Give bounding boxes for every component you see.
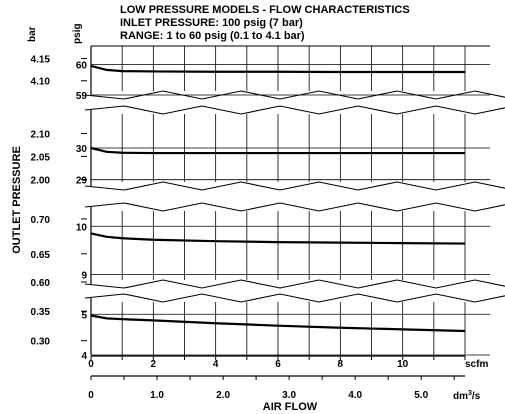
chart-panels: 60 59 4.15 4.10 30 29 2.10 2.05 2.00 10 9 0.70 0.65 0… <box>31 45 505 362</box>
chart-title: LOW PRESSURE MODELS - FLOW CHARACTERISTI… <box>120 4 410 42</box>
axis-break-top <box>84 105 505 115</box>
panel-1: 60 59 4.15 4.10 <box>31 45 505 102</box>
x-tick-label-scfm: 2 <box>151 359 157 370</box>
bar-unit-label: bar <box>27 26 38 42</box>
bar-tick-label: 2.00 <box>31 175 51 186</box>
x-tick-label-dm3s: 2.0 <box>216 390 230 401</box>
panel-3: 10 9 0.70 0.65 0.60 <box>31 202 505 289</box>
pressure-curve-1 <box>90 64 465 74</box>
x-unit-scfm: scfm <box>465 359 488 370</box>
x-axis-title: AIR FLOW <box>263 401 318 413</box>
psig-unit-label: psig <box>72 23 83 44</box>
x-tick-label-scfm: 0 <box>88 359 94 370</box>
psig-tick-label: 60 <box>76 60 88 71</box>
axis-break-bottom <box>84 279 505 289</box>
x-tick-label-dm3s: 1.0 <box>150 390 164 401</box>
axis-break-top <box>84 202 505 212</box>
bar-tick-label: 0.60 <box>31 278 51 289</box>
x-unit-dm3s: dm3/s <box>453 390 481 402</box>
bar-tick-label: 2.05 <box>31 152 51 163</box>
psig-tick-label: 29 <box>76 176 88 187</box>
psig-tick-label: 59 <box>76 91 88 102</box>
panel-4: 5 4 0.35 0.30 <box>31 293 505 362</box>
psig-tick-label: 9 <box>81 270 87 281</box>
panel-2: 30 29 2.10 2.05 2.00 <box>31 105 505 191</box>
x-tick-label-scfm: 6 <box>275 359 281 370</box>
bar-tick-label: 0.35 <box>31 307 51 318</box>
x-unit-dm3s-tail: /s <box>472 391 481 402</box>
x-tick-label-scfm: 8 <box>338 359 344 370</box>
psig-tick-label: 10 <box>76 222 88 233</box>
title-line-3: RANGE: 1 to 60 psig (0.1 to 4.1 bar) <box>120 30 305 42</box>
x-tick-label-scfm: 4 <box>213 359 219 370</box>
bar-tick-label: 2.10 <box>31 129 51 140</box>
psig-tick-label: 30 <box>76 144 88 155</box>
x-tick-label-dm3s: 4.0 <box>348 390 362 401</box>
pressure-curve-3 <box>90 232 466 245</box>
title-line-1: LOW PRESSURE MODELS - FLOW CHARACTERISTI… <box>120 4 410 16</box>
pressure-curve-2 <box>90 146 465 155</box>
x-tick-label-dm3s: 0 <box>88 390 94 401</box>
bar-tick-label: 4.10 <box>31 77 51 88</box>
axis-break-bottom <box>84 90 505 100</box>
x-tick-label-scfm: 10 <box>397 359 409 370</box>
axis-break-top <box>84 293 505 303</box>
bar-tick-label: 0.30 <box>31 337 51 348</box>
x-tick-label-dm3s: 3.0 <box>282 390 296 401</box>
bar-tick-label: 4.15 <box>31 55 51 66</box>
x-tick-label-dm3s: 5.0 <box>414 390 428 401</box>
x-unit-dm3s-sup: 3 <box>468 390 472 397</box>
y-axis-title: OUTLET PRESSURE <box>11 146 23 254</box>
pressure-curve-4 <box>90 314 466 333</box>
axis-break-bottom <box>84 181 505 191</box>
bar-tick-label: 0.70 <box>31 215 51 226</box>
psig-tick-label: 4 <box>81 351 87 362</box>
x-axis: 0 2 4 6 8 10 0 1.0 2.0 3.0 4.0 5.0 <box>88 355 466 401</box>
bar-tick-label: 0.65 <box>31 250 51 261</box>
title-line-2: INLET PRESSURE: 100 psig (7 bar) <box>120 17 303 29</box>
psig-tick-label: 5 <box>81 310 87 321</box>
x-unit-dm3s-base: dm <box>453 391 468 402</box>
